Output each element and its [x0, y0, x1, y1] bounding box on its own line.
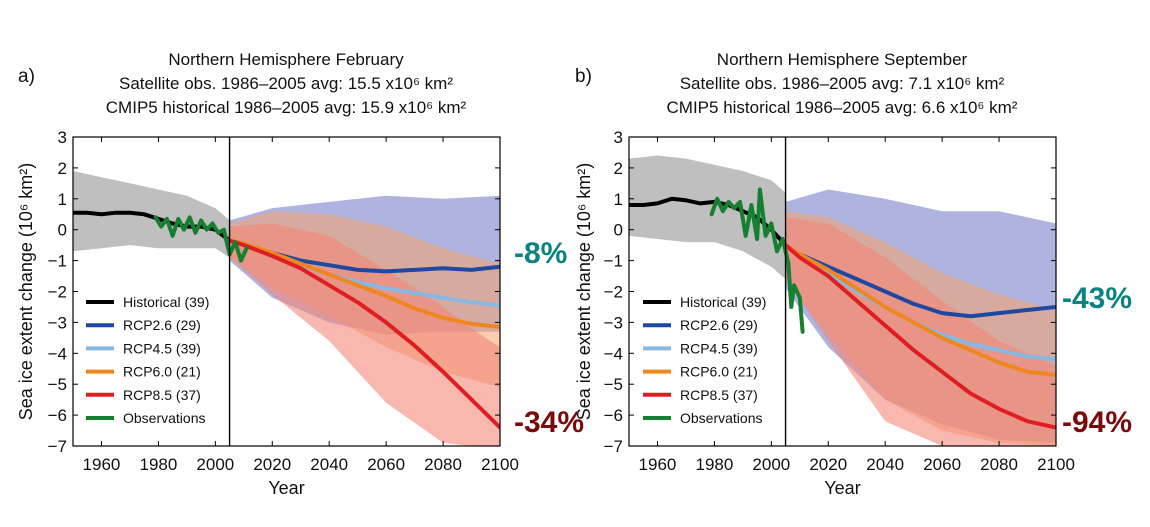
- legend-entry-label: RCP2.6 (29): [123, 317, 201, 333]
- x-tick-label: 2040: [310, 455, 348, 474]
- x-tick-label: 2000: [752, 455, 790, 474]
- legend-entry-label: Historical (39): [680, 294, 766, 310]
- x-tick-label: 2040: [866, 455, 904, 474]
- y-tick-label: 2: [614, 159, 623, 178]
- band-hist-band: [629, 155, 786, 280]
- x-axis-label: Year: [268, 478, 304, 498]
- legend-entry-label: Historical (39): [123, 294, 209, 310]
- percent-annotation: -94%: [1062, 406, 1132, 439]
- plot-area: [73, 171, 500, 446]
- legend-entry-label: RCP6.0 (21): [680, 364, 758, 380]
- y-tick-label: 1: [614, 190, 623, 209]
- legend: Historical (39) RCP2.6 (29) RCP4.5 (39) RCP…: [86, 294, 209, 426]
- panel-label: a): [18, 66, 35, 87]
- x-tick-label: 2020: [809, 455, 847, 474]
- chart-title-line: CMIP5 historical 1986–2005 avg: 15.9 x10…: [106, 98, 467, 117]
- chart-title-line: CMIP5 historical 1986–2005 avg: 6.6 x10⁶…: [667, 98, 1018, 117]
- y-tick-label: 0: [58, 221, 67, 240]
- series-line-rcp85: [783, 243, 1056, 430]
- legend-entry-label: RCP8.5 (37): [680, 387, 758, 403]
- y-tick-label: −3: [604, 313, 623, 332]
- y-tick-label: −4: [604, 344, 623, 363]
- x-tick-label: 2100: [1037, 455, 1075, 474]
- chart-panel-b: b) Northern Hemisphere September Satellite…: [574, 50, 1132, 498]
- y-tick-label: −3: [48, 313, 67, 332]
- chart-title-line: Northern Hemisphere September: [717, 50, 968, 69]
- y-tick-label: −2: [604, 283, 623, 302]
- y-tick-label: 3: [614, 128, 623, 147]
- y-axis-label: Sea ice extent change (10⁶ km²): [574, 163, 594, 421]
- series-line-rcp60: [783, 243, 1056, 377]
- legend-entry-label: RCP4.5 (39): [680, 340, 758, 356]
- y-tick-label: −1: [48, 252, 67, 271]
- y-tick-label: −5: [604, 375, 623, 394]
- chart-title-line: Satellite obs. 1986–2005 avg: 7.1 x10⁶ k…: [680, 74, 1005, 93]
- chart-title-line: Northern Hemisphere February: [168, 50, 404, 69]
- series-line-observations: [709, 187, 805, 334]
- legend: Historical (39) RCP2.6 (29) RCP4.5 (39) RCP…: [643, 294, 766, 426]
- y-tick-label: −1: [604, 252, 623, 271]
- y-tick-label: 0: [614, 221, 623, 240]
- legend-entry-label: Observations: [123, 410, 205, 426]
- legend-entry-label: Observations: [680, 410, 762, 426]
- y-tick-label: −2: [48, 283, 67, 302]
- x-tick-label: 2100: [481, 455, 519, 474]
- percent-annotation: -8%: [514, 237, 567, 270]
- y-tick-label: 3: [58, 128, 67, 147]
- y-tick-label: 1: [58, 190, 67, 209]
- y-tick-label: −7: [48, 437, 67, 456]
- y-tick-label: −5: [48, 375, 67, 394]
- y-tick-label: 2: [58, 159, 67, 178]
- band-hist-band: [73, 171, 230, 258]
- x-tick-label: 2060: [923, 455, 961, 474]
- y-tick-label: −4: [48, 344, 67, 363]
- x-tick-label: 2080: [424, 455, 462, 474]
- x-tick-label: 1960: [83, 455, 121, 474]
- series-line-rcp85: [227, 238, 500, 430]
- plot-area: [629, 155, 1056, 446]
- x-tick-label: 1980: [139, 455, 177, 474]
- percent-annotation: -34%: [514, 406, 584, 439]
- percent-annotation: -43%: [1062, 282, 1132, 315]
- x-tick-label: 2020: [253, 455, 291, 474]
- x-tick-label: 2060: [367, 455, 405, 474]
- x-axis-label: Year: [824, 478, 860, 498]
- x-tick-label: 2080: [980, 455, 1018, 474]
- legend-entry-label: RCP8.5 (37): [123, 387, 201, 403]
- y-tick-label: −6: [48, 406, 67, 425]
- panel-label: b): [575, 66, 592, 87]
- x-tick-label: 1960: [639, 455, 677, 474]
- series-line-rcp60: [227, 238, 500, 329]
- band-rcp85-band: [785, 217, 1056, 446]
- band-rcp85-band: [229, 223, 500, 446]
- x-tick-label: 2000: [196, 455, 234, 474]
- series-line-observations: [153, 215, 249, 263]
- legend-entry-label: RCP2.6 (29): [680, 317, 758, 333]
- chart-panel-a: a) Northern Hemisphere February Satellite …: [16, 50, 584, 498]
- y-tick-label: −7: [604, 437, 623, 456]
- legend-entry-label: RCP4.5 (39): [123, 340, 201, 356]
- legend-entry-label: RCP6.0 (21): [123, 364, 201, 380]
- y-axis-label: Sea ice extent change (10⁶ km²): [16, 163, 36, 421]
- chart-title-line: Satellite obs. 1986–2005 avg: 15.5 x10⁶ …: [119, 74, 453, 93]
- x-tick-label: 1980: [695, 455, 733, 474]
- y-tick-label: −6: [604, 406, 623, 425]
